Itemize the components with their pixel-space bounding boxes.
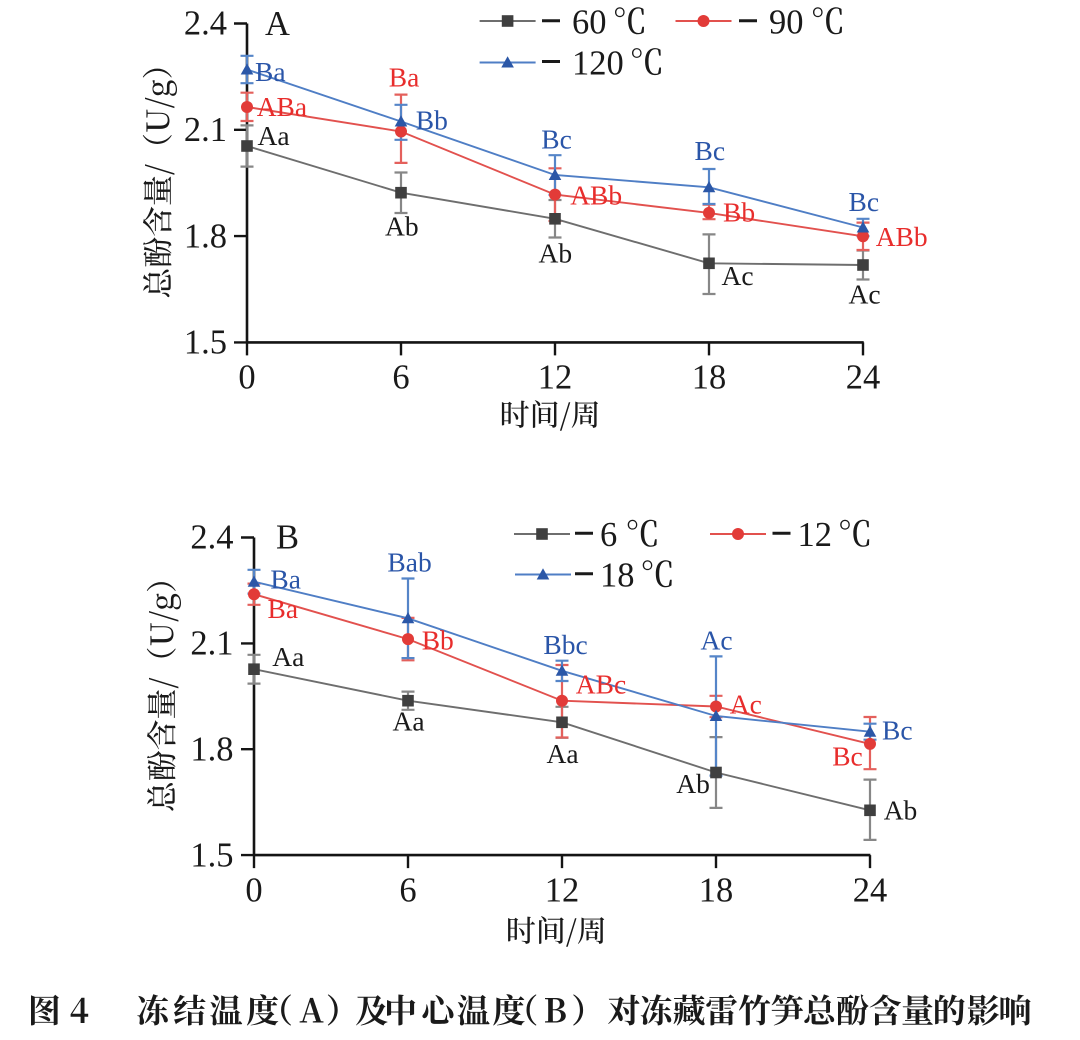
svg-text:Ac: Ac: [730, 688, 762, 719]
svg-text:12: 12: [538, 359, 573, 397]
svg-text:Ba: Ba: [268, 593, 299, 624]
svg-text:2.4: 2.4: [190, 519, 233, 557]
svg-text:120: 120: [572, 45, 624, 83]
svg-text:Aa: Aa: [393, 706, 425, 737]
svg-text:Ab: Ab: [884, 795, 918, 826]
svg-text:6: 6: [392, 359, 409, 397]
svg-text:1.5: 1.5: [184, 324, 227, 362]
svg-text:1.5: 1.5: [190, 836, 233, 874]
svg-text:Ac: Ac: [849, 279, 881, 310]
svg-text:Ac: Ac: [722, 260, 754, 291]
svg-text:Bb: Bb: [422, 625, 454, 656]
svg-text:ABa: ABa: [257, 91, 307, 122]
svg-text:Bc: Bc: [541, 124, 572, 155]
svg-text:0: 0: [245, 872, 262, 910]
svg-text:Bc: Bc: [882, 715, 913, 746]
svg-text:1.8: 1.8: [184, 217, 227, 255]
svg-text:18: 18: [600, 557, 635, 595]
svg-text:Aa: Aa: [547, 738, 579, 769]
svg-text:2.1: 2.1: [184, 111, 227, 149]
svg-text:Ba: Ba: [255, 56, 286, 87]
svg-text:18: 18: [699, 872, 734, 910]
svg-text:Aa: Aa: [272, 641, 304, 672]
svg-text:B: B: [276, 519, 299, 557]
svg-text:Bc: Bc: [695, 135, 726, 166]
svg-text:Ac: Ac: [701, 625, 733, 656]
svg-text:6: 6: [600, 516, 617, 554]
svg-text:0: 0: [238, 359, 255, 397]
svg-text:Bbc: Bbc: [543, 629, 587, 660]
svg-text:24: 24: [846, 359, 881, 397]
svg-text:2.4: 2.4: [184, 5, 227, 43]
svg-text:18: 18: [692, 359, 727, 397]
svg-text:ABb: ABb: [876, 221, 928, 252]
svg-text:Ab: Ab: [539, 238, 573, 269]
svg-text:6: 6: [399, 872, 416, 910]
svg-text:Aa: Aa: [258, 120, 290, 151]
svg-text:Bab: Bab: [387, 547, 431, 578]
svg-text:ABc: ABc: [576, 669, 626, 700]
svg-text:Ba: Ba: [389, 62, 420, 93]
svg-text:Ba: Ba: [270, 563, 301, 594]
svg-text:60: 60: [572, 4, 607, 42]
svg-text:90: 90: [769, 4, 804, 42]
svg-text:24: 24: [853, 872, 888, 910]
svg-text:Ab: Ab: [676, 768, 710, 799]
svg-text:12: 12: [545, 872, 580, 910]
svg-text:ABb: ABb: [570, 180, 622, 211]
svg-text:2.1: 2.1: [190, 625, 233, 663]
svg-text:Bb: Bb: [723, 197, 755, 228]
svg-text:Bc: Bc: [849, 186, 880, 217]
svg-text:A: A: [265, 5, 290, 43]
svg-text:1.8: 1.8: [190, 730, 233, 768]
svg-text:Bc: Bc: [832, 741, 863, 772]
svg-text:Ab: Ab: [385, 211, 419, 242]
svg-text:Bb: Bb: [416, 105, 448, 136]
svg-text:12: 12: [798, 516, 833, 554]
